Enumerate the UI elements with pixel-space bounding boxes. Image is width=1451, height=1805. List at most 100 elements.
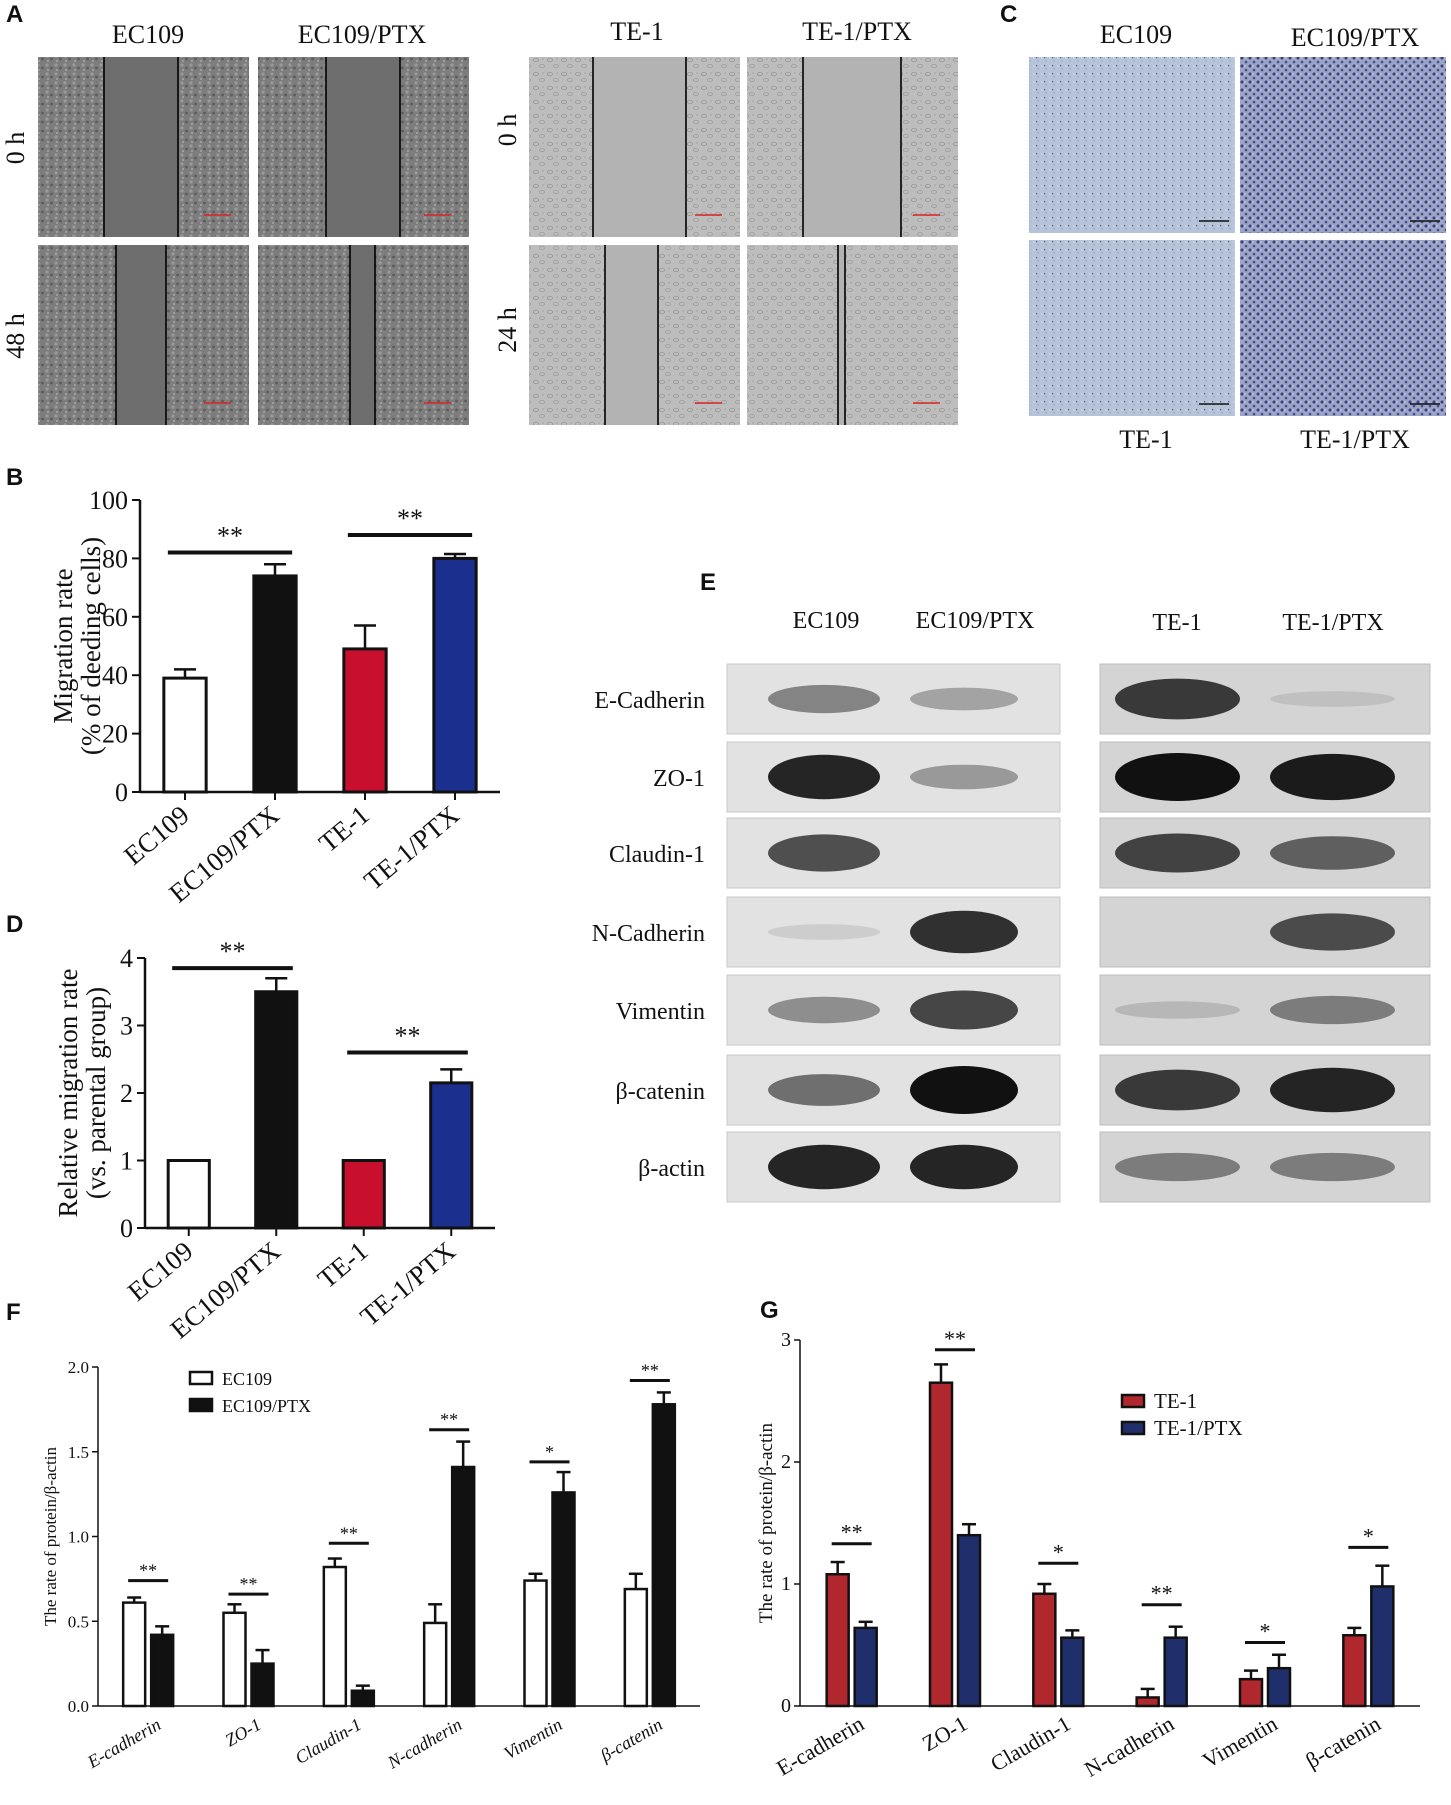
y-tick-label: 0.5: [68, 1612, 89, 1631]
protein-label-6: β-actin: [638, 1156, 705, 1182]
blot-band: [1270, 995, 1395, 1025]
y-tick-label: 3: [781, 1329, 791, 1351]
col-label-ec109ptx: EC109/PTX: [298, 20, 427, 49]
bar-te-1-3: [1135, 1696, 1160, 1708]
row-label-48h: 48 h: [1, 313, 30, 359]
y-axis-label: The rate of protein/β-actin: [41, 1446, 60, 1626]
bar-ec109-ptx-4: [551, 1491, 576, 1708]
significance-label: *: [1363, 1523, 1374, 1548]
significance-label: **: [1151, 1581, 1173, 1606]
blot-band: [768, 834, 880, 872]
col-label-te1: TE-1: [610, 17, 663, 46]
bar-te-1-ptx: [432, 556, 478, 794]
significance-label: **: [340, 1523, 358, 1543]
wound-gap: [803, 57, 901, 237]
blot-band: [1115, 1069, 1240, 1111]
chart-f-protein-ec109: 0.0 0.5 1.0 1.5 2.0 E-cadherin ZO-1 Claudin-1 N-…: [41, 1358, 700, 1773]
bar-ec109-ptx-2: [350, 1689, 376, 1708]
transwell-image: [1029, 240, 1235, 416]
y-axis-label: The rate of protein/β-actin: [756, 1422, 777, 1623]
lane-label-te1: TE-1: [1152, 610, 1201, 636]
protein-label-3: N-Cadherin: [592, 921, 705, 947]
y-tick-label: 2: [120, 1079, 133, 1108]
bar-ec109-4: [523, 1579, 548, 1708]
panel-letter-g: G: [760, 1297, 779, 1324]
blot-band: [1270, 913, 1395, 951]
x-tick-label: TE-1: [312, 1236, 374, 1295]
transwell-image: [1240, 57, 1446, 233]
bar-te-1-ptx-1: [956, 1533, 982, 1708]
wound-gap: [116, 245, 166, 425]
blot-band: [910, 990, 1018, 1030]
y-tick-label: 2.0: [68, 1358, 89, 1377]
label-ec109ptx: EC109/PTX: [1291, 23, 1420, 52]
img-transwell-te1: [1029, 240, 1235, 416]
bar-ec109-ptx: [252, 574, 298, 794]
significance-label: *: [1260, 1619, 1271, 1644]
y-tick-label: 100: [89, 486, 128, 515]
img-ec109ptx-48h: [258, 245, 469, 425]
bar-ec109: [162, 676, 208, 794]
bar-te-1-1: [928, 1381, 954, 1708]
blot-band: [768, 1144, 880, 1190]
x-tick-label: N-cadherin: [1080, 1711, 1178, 1782]
significance-label: *: [1053, 1539, 1064, 1564]
bar-ec109-ptx-0: [149, 1633, 175, 1708]
x-tick-label: Claudin-1: [292, 1714, 365, 1768]
blot-band: [1115, 678, 1240, 720]
significance-label: **: [841, 1520, 863, 1545]
x-tick-label: E-cadherin: [772, 1711, 868, 1781]
y-axis-label-2: (vs. parental group): [81, 987, 111, 1199]
blot-band: [1115, 1152, 1240, 1182]
row-label-0h: 0 h: [1, 132, 30, 165]
wound-gap: [326, 57, 400, 237]
bar-te-1-ptx-0: [853, 1626, 878, 1708]
panel-e-western-blot: EC109 EC109/PTX TE-1 TE-1/PTX E-Cadherin ZO-1…: [592, 608, 1431, 1203]
bar-te-1-4: [1238, 1677, 1264, 1708]
col-label-ec109: EC109: [112, 20, 184, 49]
blot-band: [910, 1144, 1018, 1190]
bar-te-1-ptx-3: [1163, 1636, 1188, 1708]
img-ec109ptx-0h: [258, 57, 469, 237]
y-tick-label: 3: [120, 1012, 133, 1041]
panel-c-transwell: EC109 EC109/PTX TE-1 TE-1/PTX: [1029, 20, 1446, 454]
img-te1-0h: [529, 57, 740, 237]
y-tick-label: 2: [781, 1451, 791, 1473]
significance-label: **: [397, 504, 423, 533]
panel-letter-c: C: [1000, 1, 1017, 28]
protein-label-1: ZO-1: [653, 766, 705, 792]
blot-strip-left: [726, 663, 1061, 735]
legend-swatch: [1120, 1420, 1146, 1436]
img-transwell-ec109ptx: [1240, 57, 1446, 233]
bar-ec109-ptx-5: [651, 1403, 677, 1708]
bar-te-1: [341, 1159, 386, 1230]
bar-te-1-ptx-4: [1266, 1666, 1292, 1708]
row-label-0h: 0 h: [493, 114, 522, 147]
bar-ec109-3: [422, 1621, 448, 1708]
bar-te-1-5: [1342, 1633, 1367, 1708]
blot-band: [1115, 1001, 1240, 1019]
bar-te-1-2: [1032, 1592, 1057, 1708]
bar-te-1-ptx-2: [1060, 1636, 1085, 1708]
x-tick-label: β-catenin: [1301, 1711, 1385, 1774]
legend-label: EC109/PTX: [222, 1396, 311, 1416]
legend-swatch: [188, 1370, 214, 1386]
x-tick-label: N-cadherin: [383, 1714, 465, 1773]
y-tick-label: 80: [102, 544, 128, 573]
protein-label-0: E-Cadherin: [594, 688, 705, 714]
blot-band: [768, 924, 880, 940]
y-tick-label: 0.0: [68, 1697, 89, 1716]
blot-band: [910, 1066, 1018, 1114]
protein-label-5: β-catenin: [616, 1079, 706, 1105]
blot-band: [910, 764, 1018, 790]
panel-letter-d: D: [6, 911, 23, 938]
x-tick-label: TE-1/PTX: [358, 799, 465, 896]
bar-ec109-5: [623, 1587, 649, 1708]
legend-label: TE-1: [1154, 1389, 1197, 1413]
y-tick-label: 60: [102, 603, 128, 632]
panel-letter-a: A: [6, 1, 23, 28]
y-tick-label: 0: [120, 1214, 133, 1243]
blot-band: [1270, 836, 1395, 870]
label-te1: TE-1: [1119, 425, 1172, 454]
